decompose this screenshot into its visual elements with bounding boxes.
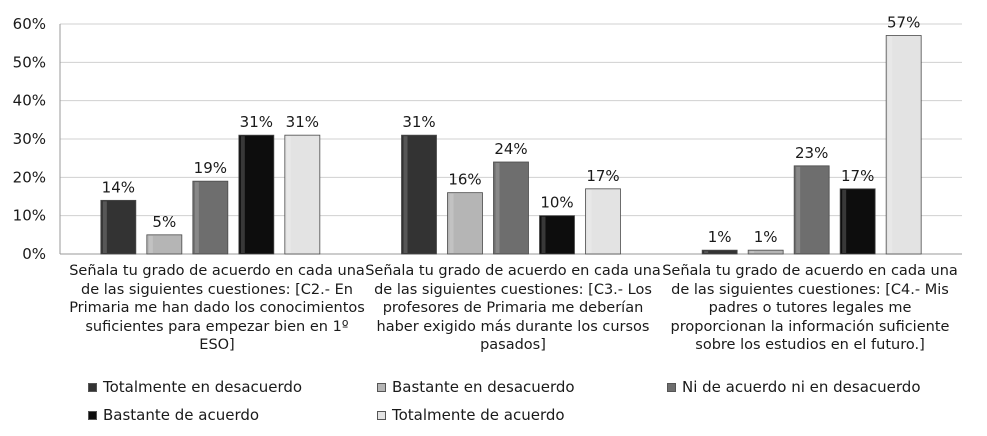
legend-swatch (377, 410, 386, 420)
data-label: 31% (286, 113, 319, 131)
bar (192, 180, 229, 255)
bar (747, 249, 784, 255)
y-tick-label: 40% (13, 92, 46, 110)
y-tick-label: 50% (13, 53, 46, 71)
bar (539, 215, 575, 255)
data-label: 57% (887, 14, 920, 32)
data-label: 5% (152, 213, 176, 231)
data-label: 10% (540, 194, 573, 212)
data-label: 1% (708, 228, 732, 246)
bar (585, 188, 621, 255)
bar-highlight (842, 189, 847, 253)
legend-swatch (88, 410, 97, 420)
category-label-c4: Señala tu grado de acuerdo en cada una d… (662, 263, 958, 353)
category-label-c3: Señala tu grado de acuerdo en cada una d… (365, 263, 661, 353)
bar-highlight (704, 251, 709, 253)
bar-highlight (102, 201, 107, 253)
legend-label: Bastante de acuerdo (103, 406, 260, 424)
data-label: 1% (754, 228, 778, 246)
bar (447, 192, 483, 255)
legend-label: Totalmente de acuerdo (392, 406, 565, 424)
legend-item-totalmente-acuerdo: Totalmente de acuerdo (377, 406, 565, 424)
bar-highlight (240, 136, 245, 253)
bar (401, 134, 437, 255)
bar (885, 35, 922, 255)
data-label: 14% (102, 178, 135, 196)
bar (146, 234, 183, 255)
bar-highlight (148, 235, 153, 253)
data-label: 31% (402, 113, 435, 131)
bar (839, 188, 876, 255)
bar-highlight (403, 136, 408, 253)
legend-item-bastante-desacuerdo: Bastante en desacuerdo (377, 378, 575, 396)
legend-swatch (667, 382, 676, 392)
legend-label: Totalmente en desacuerdo (103, 378, 303, 396)
y-tick-label: 0% (22, 245, 46, 263)
bar-highlight (194, 182, 199, 253)
data-label: 19% (194, 159, 227, 177)
legend-item-ni-acuerdo: Ni de acuerdo ni en desacuerdo (667, 378, 921, 396)
bar-highlight (495, 163, 500, 253)
y-tick-label: 10% (13, 207, 46, 225)
bar-highlight (587, 189, 592, 253)
bar (238, 134, 275, 255)
data-label: 17% (586, 167, 619, 185)
y-tick-label: 60% (13, 15, 46, 33)
bar-highlight (449, 193, 454, 253)
bar (100, 199, 137, 255)
legend-label: Ni de acuerdo ni en desacuerdo (682, 378, 921, 396)
y-tick-label: 30% (13, 130, 46, 148)
legend-item-totalmente-desacuerdo: Totalmente en desacuerdo (88, 378, 302, 396)
data-label: 17% (841, 167, 874, 185)
bar (701, 249, 738, 255)
bar-highlight (286, 136, 291, 253)
data-label: 24% (494, 140, 527, 158)
bar-highlight (541, 216, 546, 253)
y-tick-label: 20% (13, 168, 46, 186)
category-label-c2: Señala tu grado de acuerdo en cada una d… (69, 263, 365, 353)
bar-highlight (796, 166, 801, 253)
bar (284, 134, 321, 255)
data-label: 16% (448, 171, 481, 189)
data-label: 23% (795, 144, 828, 162)
bar-highlight (750, 251, 755, 253)
bar-highlight (888, 36, 893, 253)
data-label: 31% (240, 113, 273, 131)
legend-label: Bastante en desacuerdo (392, 378, 575, 396)
bar (793, 165, 830, 255)
legend-swatch (88, 382, 97, 392)
legend-swatch (377, 382, 386, 392)
bar (493, 161, 529, 255)
legend-item-bastante-acuerdo: Bastante de acuerdo (88, 406, 259, 424)
